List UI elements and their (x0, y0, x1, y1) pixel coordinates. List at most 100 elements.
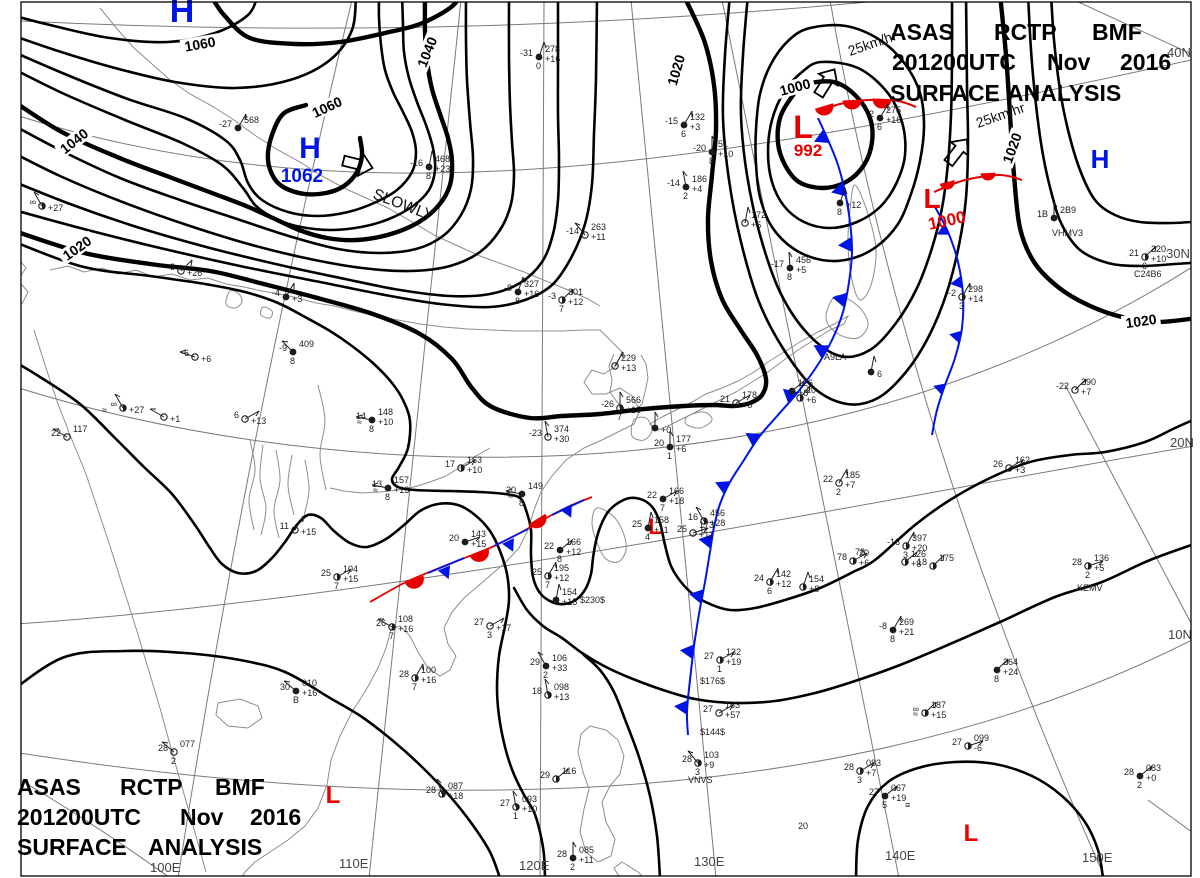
svg-text:≈: ≈ (913, 709, 918, 719)
svg-text:$144$: $144$ (700, 727, 725, 737)
svg-text:78: 78 (855, 547, 865, 557)
svg-text:7: 7 (389, 631, 394, 641)
svg-text:126: 126 (798, 378, 813, 388)
svg-text:VNVS: VNVS (688, 775, 713, 785)
svg-text:+8: +8 (798, 388, 808, 398)
svg-text:25: 25 (321, 568, 331, 578)
svg-text:2B9: 2B9 (1060, 205, 1076, 215)
svg-text:+12: +12 (846, 200, 861, 210)
svg-text:≈: ≈ (102, 405, 107, 415)
svg-text:3: 3 (959, 301, 964, 311)
svg-text:VHMV3: VHMV3 (1052, 228, 1083, 238)
svg-text:8: 8 (515, 296, 520, 306)
svg-text:1: 1 (513, 811, 518, 821)
svg-text:2: 2 (683, 191, 688, 201)
svg-text:≈: ≈ (508, 491, 513, 501)
svg-text:27: 27 (704, 651, 714, 661)
svg-text:+57: +57 (725, 710, 740, 720)
svg-text:166: 166 (566, 537, 581, 547)
svg-text:+6: +6 (742, 400, 752, 410)
svg-text:+13: +13 (251, 416, 266, 426)
svg-text:78: 78 (837, 552, 847, 562)
svg-text:3: 3 (903, 550, 908, 560)
svg-text:154: 154 (809, 574, 824, 584)
svg-text:Nov: Nov (180, 804, 224, 830)
svg-text:SURFACE: SURFACE (17, 834, 127, 860)
svg-text:2: 2 (543, 670, 548, 680)
svg-text:+10: +10 (718, 149, 733, 159)
svg-text:077: 077 (180, 739, 195, 749)
svg-text:187: 187 (931, 700, 946, 710)
svg-text:28: 28 (1072, 557, 1082, 567)
svg-text:6: 6 (681, 129, 686, 139)
svg-text:301: 301 (568, 287, 583, 297)
svg-text:Nov: Nov (1047, 49, 1091, 75)
svg-text:-31: -31 (520, 48, 533, 58)
svg-text:20: 20 (798, 821, 808, 831)
svg-text:+27: +27 (129, 405, 144, 415)
svg-text:ASAS: ASAS (17, 774, 81, 800)
svg-text:269: 269 (899, 617, 914, 627)
svg-text:374: 374 (554, 424, 569, 434)
svg-text:8: 8 (994, 674, 999, 684)
svg-text:+15: +15 (471, 539, 486, 549)
svg-text:106: 106 (552, 653, 567, 663)
svg-text:+3: +3 (690, 122, 700, 132)
svg-text:28: 28 (426, 785, 436, 795)
svg-text:-6: -6 (181, 348, 189, 358)
svg-text:6: 6 (877, 122, 882, 132)
svg-text:30N: 30N (1166, 246, 1190, 261)
svg-text:≈: ≈ (373, 485, 378, 495)
svg-text:18: 18 (917, 557, 927, 567)
svg-text:140E: 140E (885, 848, 916, 863)
svg-text:21: 21 (1129, 248, 1139, 258)
svg-text:158: 158 (654, 515, 669, 525)
svg-text:566: 566 (626, 395, 641, 405)
svg-text:+12: +12 (568, 297, 583, 307)
svg-text:+28: +28 (710, 518, 725, 528)
svg-text:148: 148 (378, 407, 393, 417)
svg-text:20: 20 (449, 533, 459, 543)
svg-text:275: 275 (886, 105, 901, 115)
svg-text:116: 116 (562, 766, 576, 776)
svg-text:099: 099 (974, 733, 989, 743)
svg-text:+16: +16 (524, 289, 539, 299)
svg-text:17: 17 (445, 459, 455, 469)
svg-text:104: 104 (343, 564, 358, 574)
svg-text:7: 7 (334, 581, 339, 591)
svg-text:163: 163 (725, 700, 740, 710)
svg-text:5: 5 (882, 800, 887, 810)
svg-text:+6: +6 (859, 558, 869, 568)
svg-text:4: 4 (645, 532, 650, 542)
svg-text:-16: -16 (410, 158, 423, 168)
svg-text:22: 22 (51, 428, 61, 438)
svg-text:28: 28 (557, 849, 567, 859)
svg-text:456: 456 (710, 508, 725, 518)
svg-text:186: 186 (692, 174, 707, 184)
svg-text:166: 166 (669, 486, 684, 496)
svg-text:264: 264 (1003, 657, 1018, 667)
svg-text:2: 2 (570, 862, 575, 872)
svg-text:+10: +10 (467, 465, 482, 475)
svg-text:085: 085 (579, 845, 594, 855)
svg-text:27: 27 (869, 787, 879, 797)
svg-text:18: 18 (532, 686, 542, 696)
svg-text:+13: +13 (394, 485, 409, 495)
svg-text:29: 29 (530, 657, 540, 667)
svg-text:2: 2 (1085, 570, 1090, 580)
svg-text:+10: +10 (522, 804, 537, 814)
svg-text:∞: ∞ (111, 399, 117, 409)
svg-text:28: 28 (158, 743, 168, 753)
svg-text:-8: -8 (504, 283, 512, 293)
svg-text:20: 20 (806, 385, 816, 395)
svg-text:3: 3 (695, 767, 700, 777)
svg-text:+16: +16 (886, 115, 901, 125)
svg-text:093: 093 (522, 794, 537, 804)
svg-text:142: 142 (776, 569, 791, 579)
svg-text:+15: +15 (343, 574, 358, 584)
svg-text:7: 7 (660, 503, 665, 513)
svg-text:397: 397 (912, 533, 927, 543)
svg-text:1060: 1060 (183, 33, 217, 54)
svg-text:10N: 10N (1168, 627, 1192, 642)
svg-text:1020: 1020 (1124, 311, 1157, 331)
